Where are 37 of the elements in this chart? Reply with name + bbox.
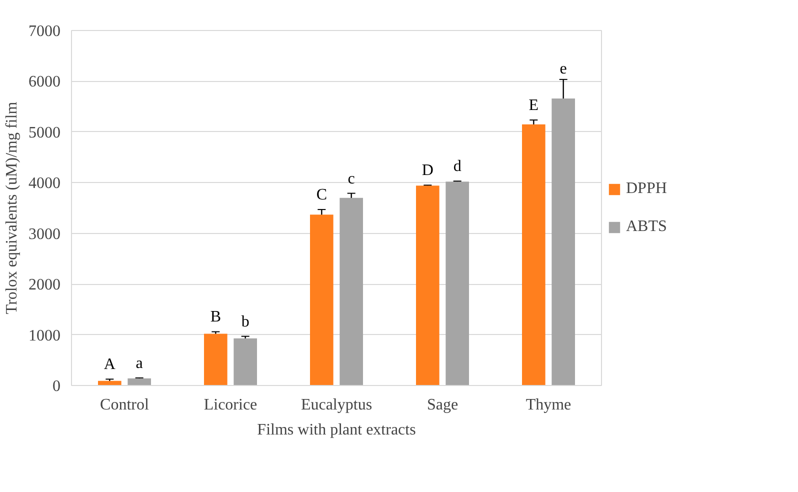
data-label: B [210,308,221,326]
data-label: a [136,354,143,372]
x-tick-label: Sage [426,396,458,414]
x-tick-label: Licorice [204,396,258,414]
bar [552,98,575,386]
data-label: b [241,313,250,330]
bar [446,182,469,386]
bar [234,338,257,386]
bar [416,186,440,386]
x-tick-label: Eucalyptus [300,396,372,414]
data-label: D [422,162,434,180]
bar [340,198,363,386]
bar [98,380,122,386]
data-label: E [528,97,539,114]
x-tick-label: Control [100,396,150,414]
x-axis-title: Films with plant extracts [257,422,416,438]
y-tick-label: 6000 [28,74,60,91]
data-label: c [348,170,355,188]
x-tick-label: Thyme [526,396,572,414]
y-tick-label: 1000 [28,327,60,344]
y-tick-label: 4000 [28,175,60,192]
y-tick-label: 0 [52,378,60,395]
data-label: d [453,158,462,176]
data-label: e [560,60,567,78]
bar [310,214,334,386]
y-tick-label: 5000 [28,124,60,142]
y-axis-title: Trolox equivalents (uM)/mg film [4,101,20,314]
y-tick-label: 2000 [28,276,60,294]
data-label: C [316,186,327,204]
y-tick-label: 3000 [28,226,60,243]
y-tick-label: 7000 [28,23,60,40]
bar [522,124,546,386]
data-label: A [104,356,116,374]
legend-label: DPPH [626,180,667,198]
legend-label: ABTS [626,218,667,236]
bar [204,334,228,386]
bar [128,378,151,386]
